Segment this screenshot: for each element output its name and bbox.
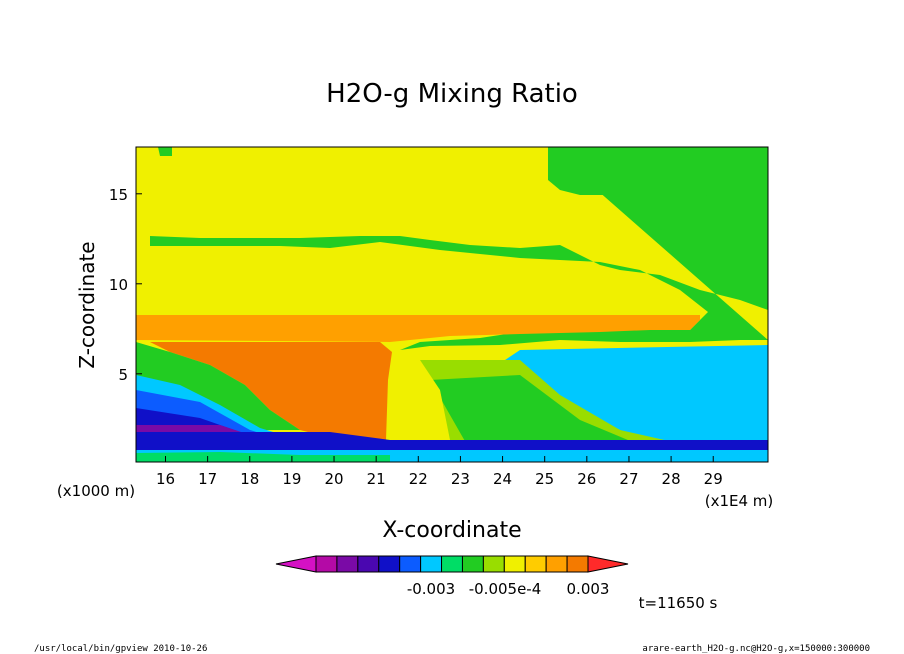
colorbar-arrow-high [587, 555, 629, 573]
x-tick-label: 29 [704, 470, 723, 488]
x-tick-label: 27 [619, 470, 638, 488]
x-tick-label: 23 [451, 470, 470, 488]
y-axis-label: Z-coordinate [75, 241, 99, 368]
colorbar-swatch [315, 555, 338, 573]
colorbar-labels: -0.003 -0.005e-4 0.003 [407, 580, 610, 598]
footer-right: arare-earth_H2O-g.nc@H2O-g,x=150000:3000… [642, 644, 870, 654]
colorbar-label: -0.003 [407, 580, 455, 598]
x-tick-label: 26 [577, 470, 596, 488]
x-tick-label: 25 [535, 470, 554, 488]
colorbar-swatch [420, 555, 443, 573]
colorbar-label: -0.005e-4 [469, 580, 542, 598]
plot-frame [135, 146, 769, 463]
x-tick-label: 17 [198, 470, 217, 488]
colorbar-swatch [482, 555, 505, 573]
x-tick-label: 22 [409, 470, 428, 488]
colorbar-swatch [336, 555, 359, 573]
colorbar-arrow-low [275, 555, 317, 573]
y-unit-label: (x1000 m) [57, 482, 135, 500]
y-axis: 5 10 15 [109, 186, 142, 384]
chart-title: H2O-g Mixing Ratio [326, 79, 578, 109]
colorbar-swatch [566, 555, 589, 573]
footer-left: /usr/local/bin/gpview 2010-10-26 [34, 644, 207, 654]
y-tick-label: 5 [118, 366, 128, 384]
x-axis-label: X-coordinate [382, 518, 521, 543]
x-tick-label: 19 [282, 470, 301, 488]
x-tick-label: 24 [493, 470, 512, 488]
colorbar-swatch [399, 555, 422, 573]
y-tick-label: 10 [109, 276, 128, 294]
colorbar-swatch [378, 555, 401, 573]
time-label: t=11650 s [639, 594, 718, 612]
x-tick-label: 28 [662, 470, 681, 488]
y-tick-label: 15 [109, 186, 128, 204]
x-tick-label: 21 [367, 470, 386, 488]
x-tick-label: 16 [156, 470, 175, 488]
x-tick-label: 20 [324, 470, 343, 488]
x-unit-label: (x1E4 m) [705, 492, 774, 510]
colorbar-swatch [357, 555, 380, 573]
colorbar-swatch [503, 555, 526, 573]
colorbar-swatch [545, 555, 568, 573]
colorbar-swatch [441, 555, 463, 573]
colorbar-label: 0.003 [567, 580, 610, 598]
colorbar-swatch [461, 555, 484, 573]
plot-area [136, 147, 768, 462]
x-tick-label: 18 [240, 470, 259, 488]
x-axis: 16 17 18 19 20 21 22 23 24 25 26 27 28 29 [156, 456, 723, 488]
colorbar [275, 555, 629, 573]
colorbar-swatch [524, 555, 547, 573]
